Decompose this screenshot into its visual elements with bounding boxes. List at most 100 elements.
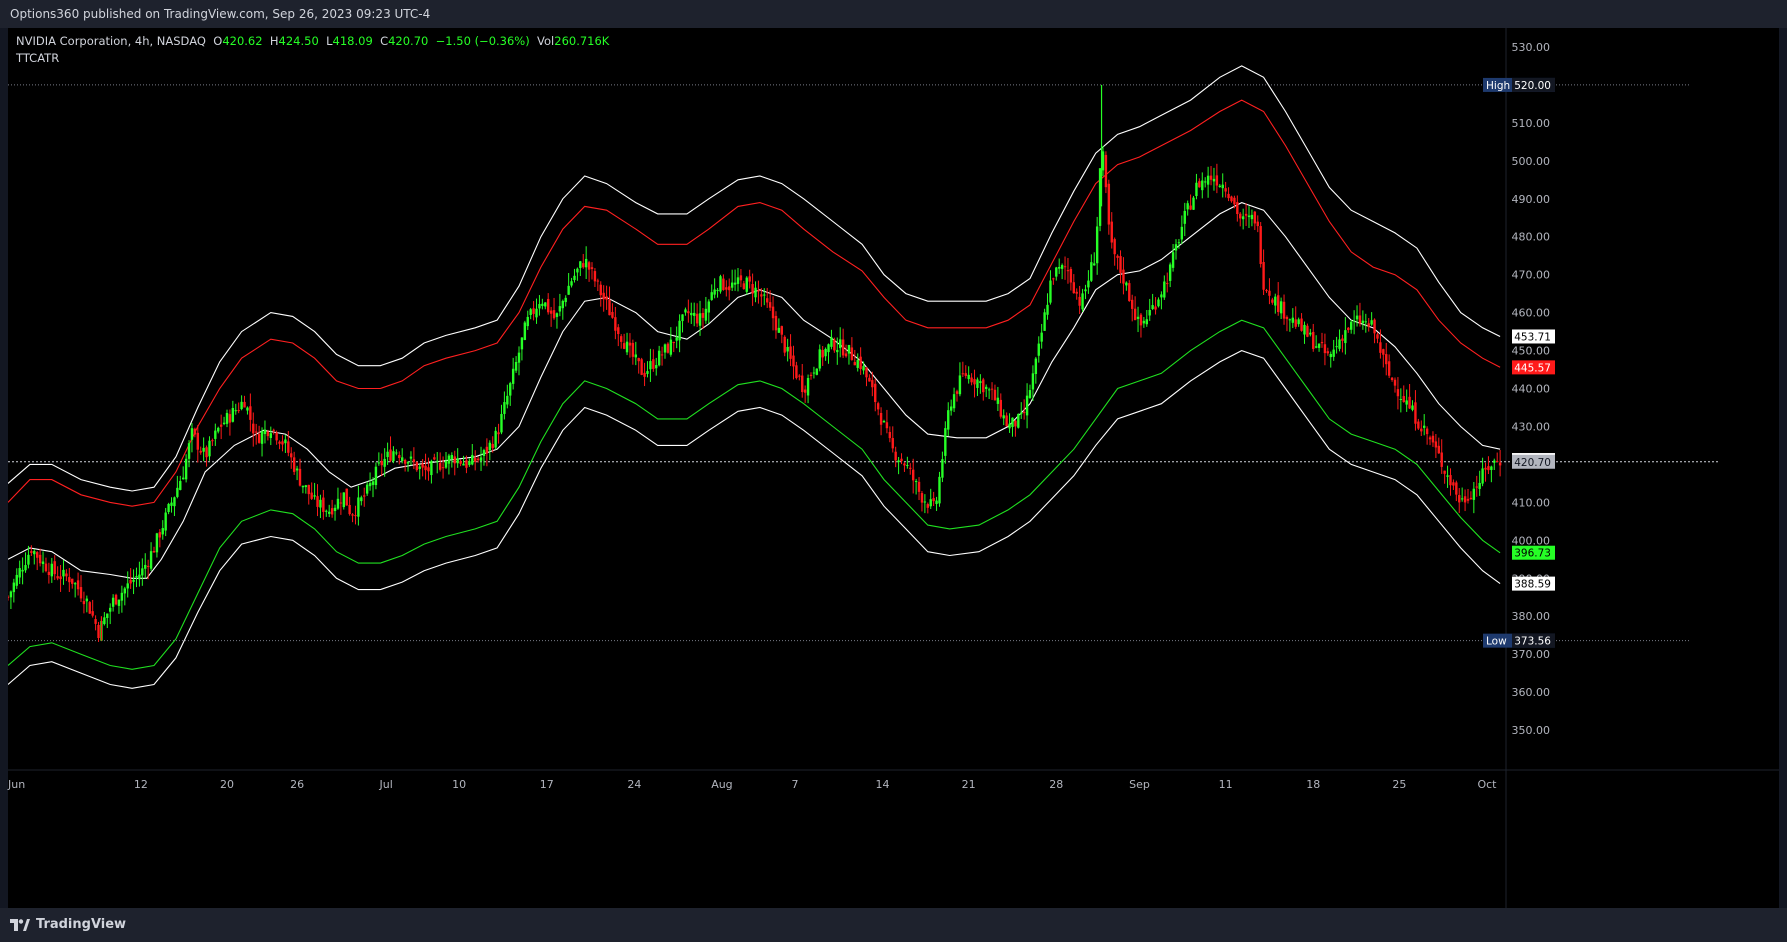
price-tick-label: 430.00 xyxy=(1512,420,1551,433)
last-price-box xyxy=(1512,454,1555,469)
candle-body xyxy=(1341,338,1344,341)
candle-body xyxy=(535,308,538,318)
candle-body xyxy=(844,353,848,357)
candle-body xyxy=(292,457,296,472)
candle-body xyxy=(374,466,378,486)
candle-body xyxy=(541,303,544,306)
candle-body xyxy=(33,550,36,555)
candle-body xyxy=(675,337,678,341)
candle-body xyxy=(1402,396,1405,403)
candle-body xyxy=(1484,467,1487,470)
price-tick-label: 480.00 xyxy=(1512,231,1551,244)
tradingview-logo[interactable]: TradingView xyxy=(10,917,126,932)
candle-body xyxy=(1274,296,1277,306)
candle-body xyxy=(91,611,94,616)
candle-body xyxy=(120,592,124,601)
candle-body xyxy=(325,510,328,512)
time-tick-label: Oct xyxy=(1477,778,1497,791)
candle-body xyxy=(868,377,871,382)
candle-body xyxy=(126,583,129,589)
candle-body xyxy=(146,565,150,567)
candle-body xyxy=(1431,435,1435,443)
candle-body xyxy=(1338,339,1341,349)
candle-body xyxy=(456,458,459,464)
candle-body xyxy=(1212,178,1216,182)
candle-body xyxy=(1168,264,1172,281)
candle-body xyxy=(1052,278,1055,280)
time-tick-label: 17 xyxy=(540,778,554,791)
candle-body xyxy=(1262,262,1265,290)
candle-body xyxy=(973,379,976,385)
candle-body xyxy=(643,372,646,377)
price-tick-label: 500.00 xyxy=(1512,155,1551,168)
candle-body xyxy=(754,287,757,298)
open-label: O xyxy=(213,34,223,48)
candle-body xyxy=(503,402,506,414)
candle-body xyxy=(1358,315,1362,324)
candle-body xyxy=(1317,343,1321,348)
candle-body xyxy=(996,397,1000,404)
candle-body xyxy=(342,492,345,508)
candle-body xyxy=(117,599,121,606)
candle-body xyxy=(1145,319,1148,325)
candle-body xyxy=(406,462,410,464)
candle-body xyxy=(789,346,792,359)
candle-body xyxy=(847,344,851,354)
candle-body xyxy=(967,374,970,380)
candle-body xyxy=(1087,280,1090,288)
upper-outer-band-line xyxy=(8,65,1501,492)
candle-body xyxy=(739,275,743,281)
candle-body xyxy=(497,432,500,435)
candle-body xyxy=(129,579,132,584)
candle-body xyxy=(803,389,807,393)
candle-body xyxy=(351,514,354,516)
candle-body xyxy=(698,313,702,326)
candle-body xyxy=(944,428,947,456)
candle-body xyxy=(693,312,696,316)
candle-body xyxy=(395,452,398,454)
candle-body xyxy=(1434,441,1438,448)
candle-body xyxy=(202,447,205,452)
candle-body xyxy=(1206,175,1210,185)
candle-body xyxy=(979,381,982,384)
candle-body xyxy=(21,569,24,572)
candle-body xyxy=(1361,320,1365,324)
candle-body xyxy=(176,487,179,497)
candle-body xyxy=(824,348,827,357)
candle-body xyxy=(710,292,713,300)
candle-body xyxy=(871,380,874,388)
price-tick-label: 440.00 xyxy=(1512,383,1551,396)
candle-body xyxy=(888,431,892,439)
candle-body xyxy=(225,412,229,424)
candle-body xyxy=(18,568,21,578)
candle-body xyxy=(1320,342,1324,344)
candle-body xyxy=(339,502,343,504)
high-value-box xyxy=(1512,77,1555,92)
candle-body xyxy=(768,302,772,308)
candle-body xyxy=(1209,175,1213,180)
candle-body xyxy=(1060,265,1064,269)
candle-body xyxy=(590,267,594,270)
candle-body xyxy=(322,497,325,512)
chart-area[interactable] xyxy=(8,28,1779,908)
candle-body xyxy=(386,451,389,458)
candle-body xyxy=(237,410,240,412)
candle-body xyxy=(955,391,959,394)
time-tick-label: 28 xyxy=(1049,778,1063,791)
candle-body xyxy=(1166,283,1169,285)
candle-body xyxy=(398,455,401,458)
candle-body xyxy=(170,502,173,506)
candle-body xyxy=(182,477,185,480)
candle-body xyxy=(815,368,819,375)
candle-body xyxy=(27,554,30,565)
candle-body xyxy=(328,511,331,514)
candle-body xyxy=(103,617,106,625)
candle-body xyxy=(1081,293,1084,310)
candle-body xyxy=(1259,226,1262,264)
candle-body xyxy=(1253,211,1257,224)
candle-body xyxy=(833,339,836,351)
time-tick-label: 25 xyxy=(1392,778,1406,791)
candle-body xyxy=(409,456,413,459)
candle-body xyxy=(76,580,80,590)
